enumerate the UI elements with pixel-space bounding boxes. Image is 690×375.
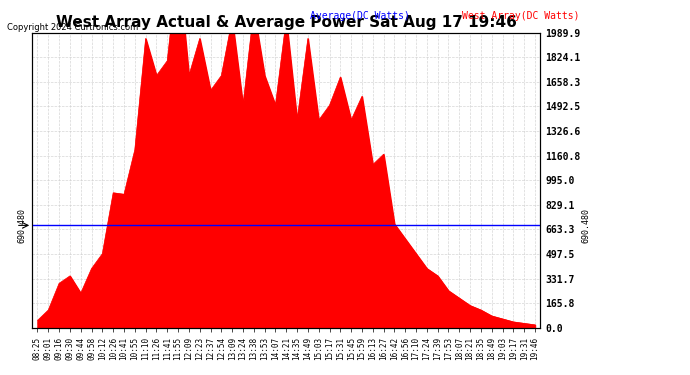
Text: 690.480: 690.480: [18, 208, 27, 243]
Title: West Array Actual & Average Power Sat Aug 17 19:46: West Array Actual & Average Power Sat Au…: [56, 15, 517, 30]
Text: 690.480: 690.480: [581, 208, 590, 243]
Text: Copyright 2024 Curtronics.com: Copyright 2024 Curtronics.com: [7, 22, 138, 32]
Text: Average(DC Watts): Average(DC Watts): [310, 11, 411, 21]
Text: West Array(DC Watts): West Array(DC Watts): [462, 11, 580, 21]
